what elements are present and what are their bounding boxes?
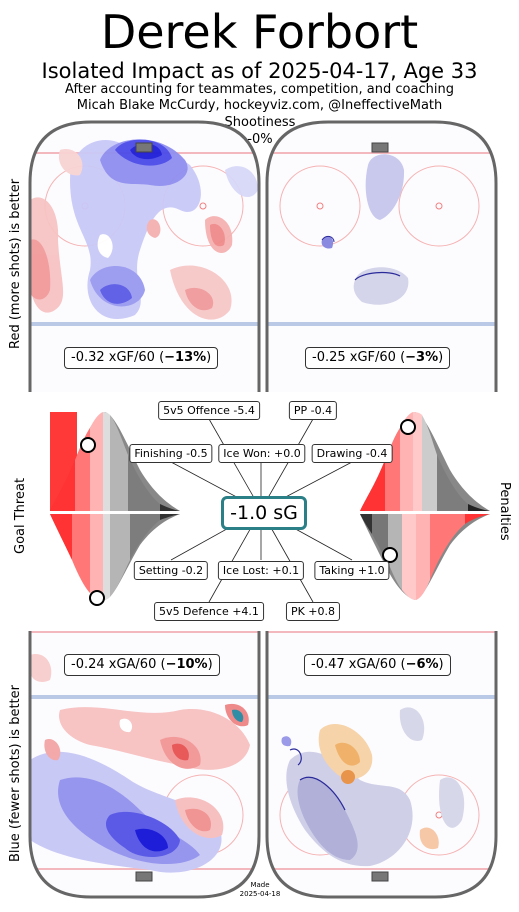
- component-taking: Taking +1.0: [314, 561, 390, 580]
- stat-5v5-offence: -0.32 xGF/60 (−13%): [64, 347, 219, 369]
- heatmap-pp-offence: [321, 154, 409, 305]
- component-setting: Setting -0.2: [133, 561, 209, 580]
- page-title: Derek Forbort: [100, 5, 419, 59]
- penalties-distribution: [360, 412, 490, 600]
- drawing-marker: [400, 419, 416, 435]
- made-date: 2025-04-18: [239, 890, 281, 898]
- component-ice-lost: Ice Lost: +0.1: [217, 561, 305, 580]
- heatmap-5v5-defence: [30, 654, 251, 873]
- component-5v5-defence: 5v5 Defence +4.1: [154, 602, 264, 621]
- setting-marker: [89, 590, 105, 606]
- component-ice-won: Ice Won: +0.0: [218, 444, 306, 463]
- component-5v5-offence: 5v5 Offence -5.4: [158, 401, 260, 420]
- taking-marker: [382, 547, 398, 563]
- shootiness-value: -0%: [247, 132, 273, 147]
- finishing-marker: [80, 437, 96, 453]
- stat-pp-offence: -0.25 xGF/60 (−3%): [305, 347, 451, 369]
- stat-5v5-defence: -0.24 xGA/60 (−10%): [64, 654, 220, 676]
- component-pk: PK +0.8: [285, 602, 341, 621]
- goal-threat-distribution: [50, 412, 180, 606]
- shootiness-label: Shootiness: [224, 115, 296, 130]
- made-label: Made: [250, 881, 270, 889]
- component-pp: PP -0.4: [288, 401, 338, 420]
- credit-line-2: Micah Blake McCurdy, hockeyviz.com, @Ine…: [76, 98, 443, 113]
- total-sg-box: -1.0 sG: [221, 496, 307, 530]
- stat-pk-defence: -0.47 xGA/60 (−6%): [304, 654, 451, 676]
- heatmap-5v5-offence: [30, 139, 258, 320]
- component-drawing: Drawing -0.4: [311, 444, 393, 463]
- heatmap-pk-defence: [281, 707, 465, 867]
- subtitle: Isolated Impact as of 2025-04-17, Age 33: [41, 59, 478, 83]
- credit-line-1: After accounting for teammates, competit…: [65, 82, 454, 97]
- made-stamp: Made 2025-04-18: [234, 881, 286, 899]
- component-finishing: Finishing -0.5: [129, 444, 213, 463]
